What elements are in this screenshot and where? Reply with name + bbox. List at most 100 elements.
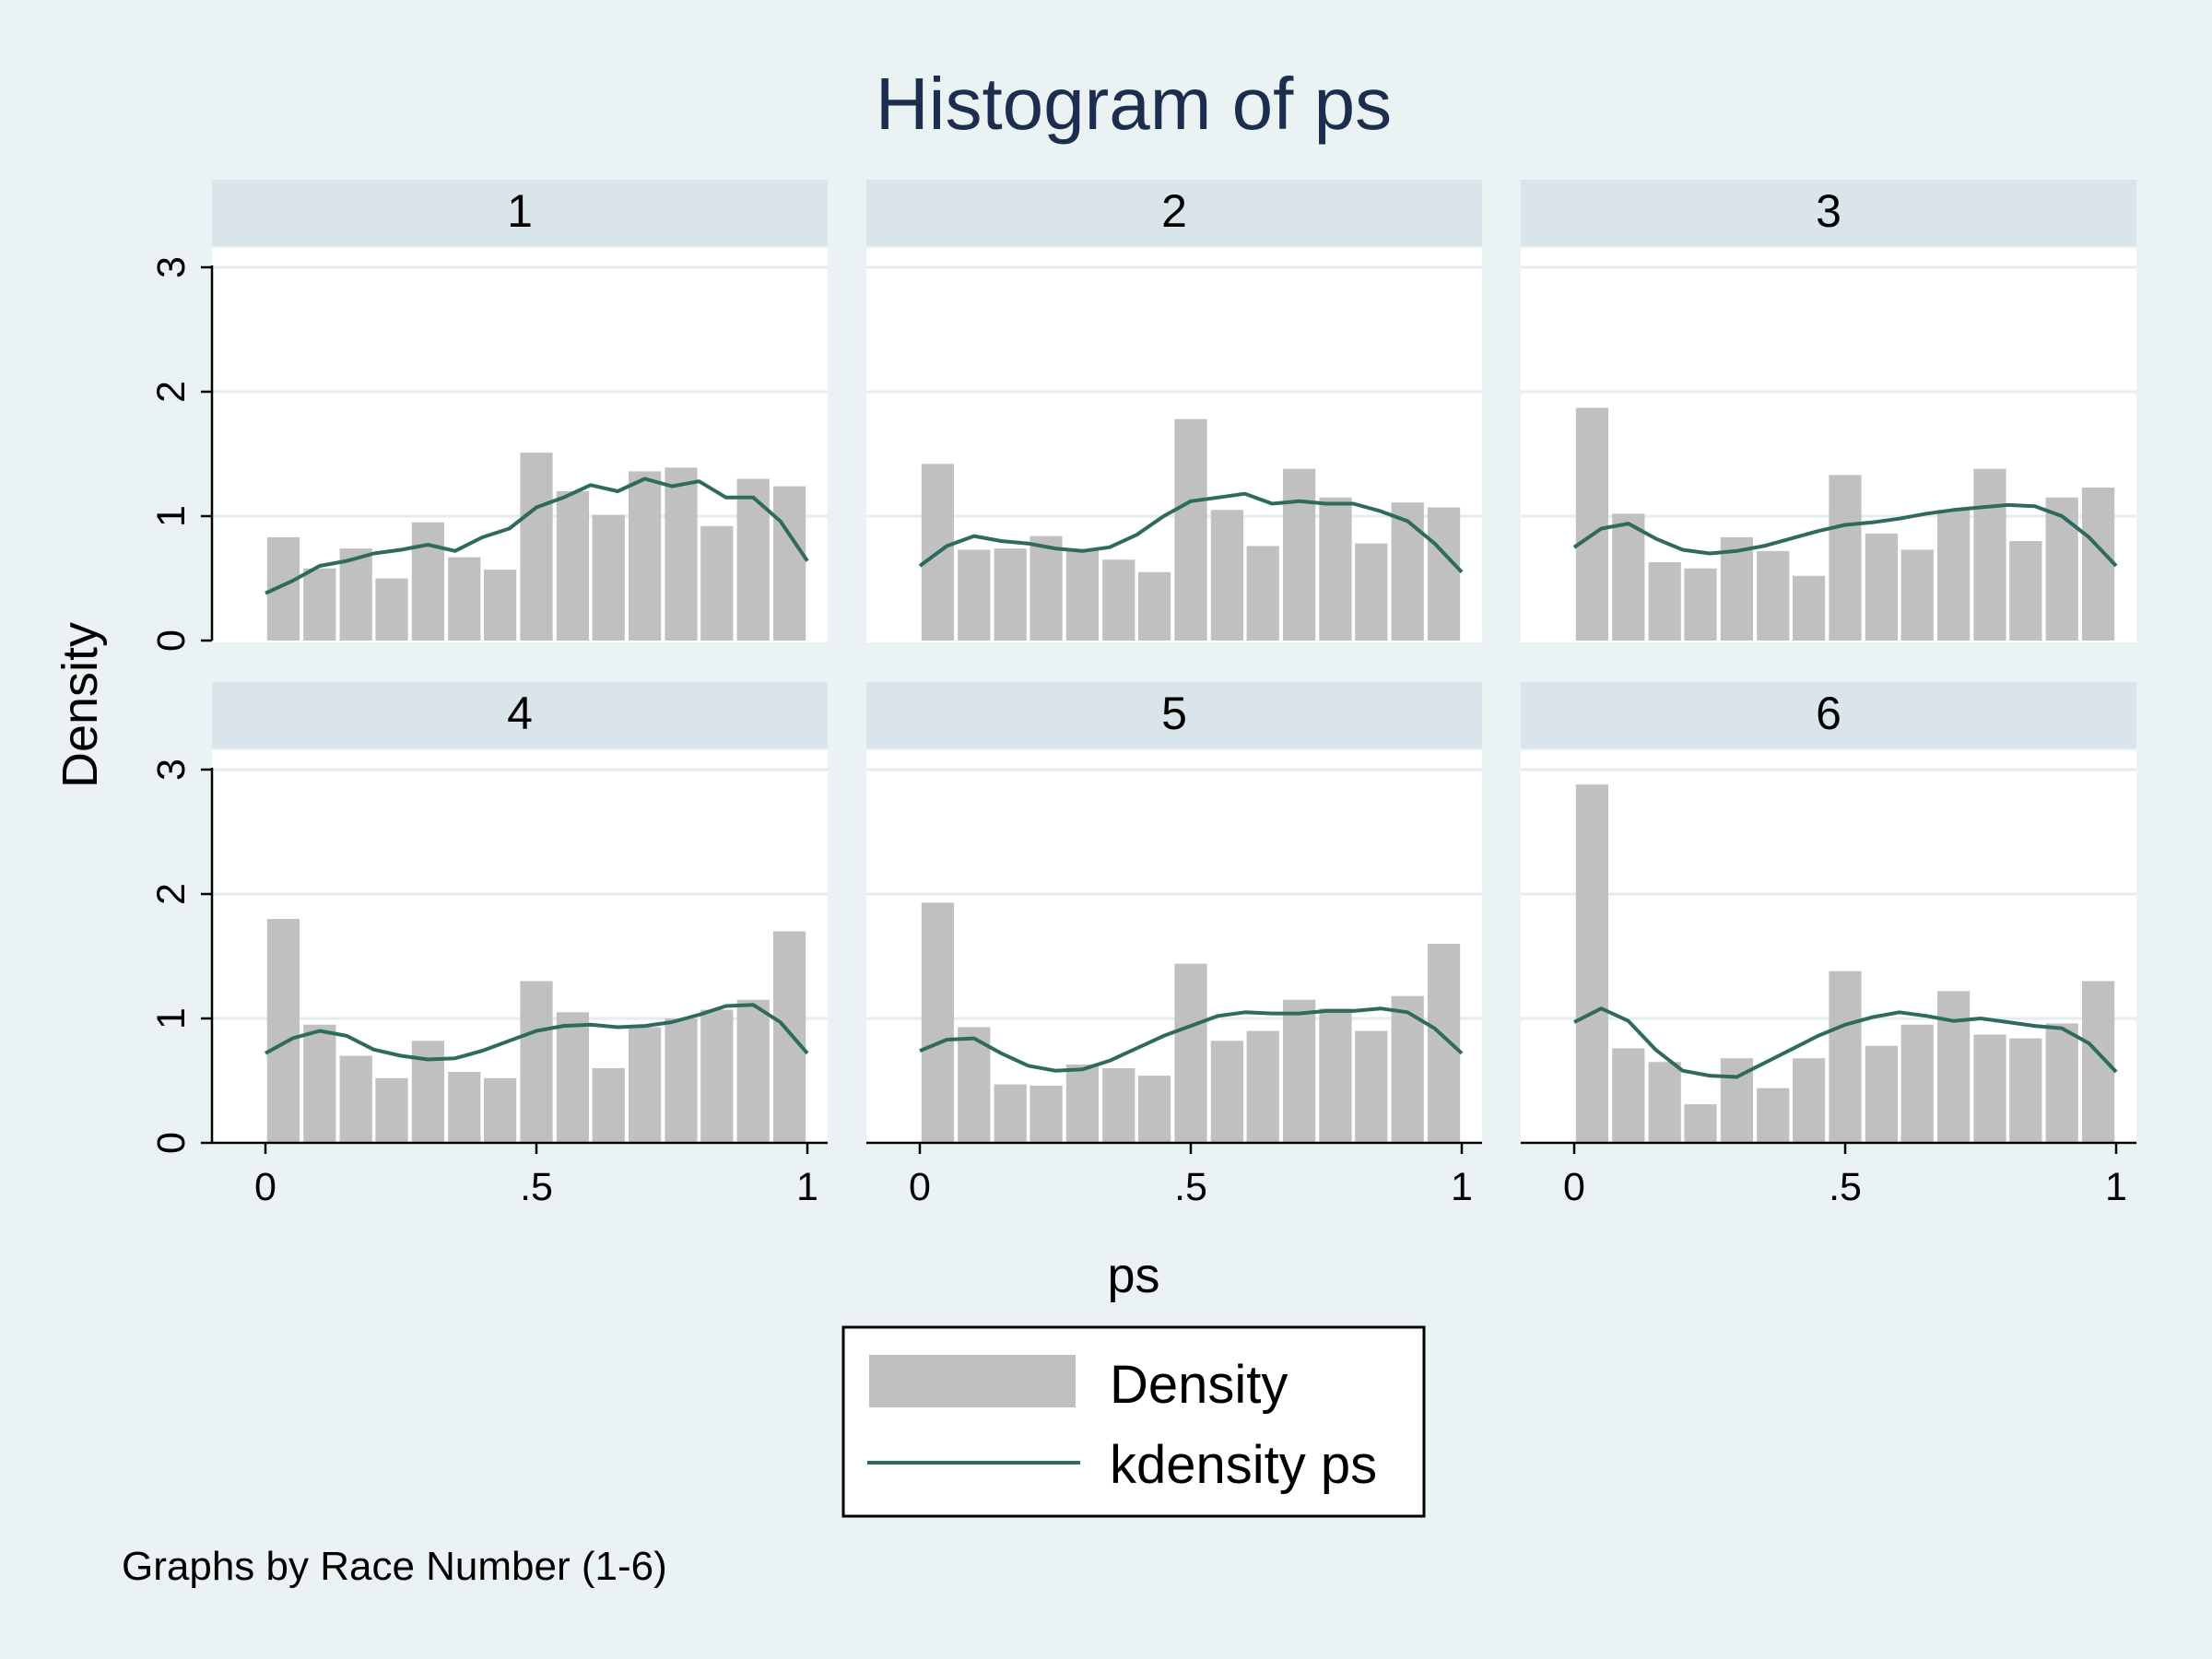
panel-strip: [866, 682, 1482, 748]
histogram-bar: [1102, 1068, 1135, 1143]
panel-strip: [212, 682, 828, 748]
histogram-bar: [2009, 1038, 2042, 1143]
y-tick-label: 3: [149, 256, 194, 278]
panel-4: 4 0 1 2 3 0 .5 1: [149, 682, 828, 1209]
histogram-bar: [1030, 535, 1063, 641]
legend-label-density: Density: [1110, 1355, 1288, 1415]
x-axis-title: ps: [1107, 1248, 1159, 1303]
x-tick-label: .5: [1174, 1165, 1207, 1209]
histogram-bar: [1174, 963, 1207, 1143]
histogram-bar: [1829, 475, 1862, 641]
histogram-bar: [1174, 418, 1207, 641]
histogram-bar: [1246, 1030, 1279, 1143]
legend-swatch-density: [869, 1355, 1076, 1407]
histogram-bar: [1900, 1024, 1934, 1143]
kdensity-line: [1572, 502, 2118, 568]
kdensity-line: [1573, 1006, 2118, 1079]
histogram-bar: [411, 522, 445, 641]
panel-3: 3: [1521, 180, 2136, 642]
histogram-bar: [772, 931, 806, 1143]
panel-1: 1 0 1 2 3: [149, 180, 828, 652]
histogram-bar: [628, 1027, 662, 1143]
histogram-bar: [1792, 575, 1826, 641]
histogram-bar: [1137, 1076, 1171, 1143]
histogram-bar: [303, 1024, 336, 1143]
histogram-bar: [1319, 1008, 1352, 1143]
x-tick-label: 1: [796, 1165, 818, 1209]
histogram-bar: [448, 557, 481, 641]
histogram-bar: [1210, 1041, 1244, 1143]
histogram-bar: [1720, 536, 1754, 641]
panel-strip: [212, 180, 828, 246]
legend-label-kdensity: kdensity ps: [1110, 1435, 1377, 1495]
histogram-bar: [1936, 991, 1971, 1143]
histogram-bar: [665, 467, 698, 641]
kdensity-line: [918, 491, 1464, 574]
panel-label: 4: [507, 688, 533, 739]
histogram-bar: [1648, 1062, 1681, 1143]
y-axis-title: Density: [53, 622, 108, 788]
histogram-bar: [375, 1077, 408, 1143]
histogram-bar: [303, 568, 336, 641]
histogram-bar: [2045, 1023, 2078, 1143]
histogram-bar: [520, 453, 553, 641]
histogram-bar: [375, 578, 408, 641]
histogram-bar: [483, 570, 517, 641]
histogram-bar: [1030, 1085, 1063, 1143]
histogram-bar: [1355, 1030, 1388, 1143]
panel-6: 60.5 1: [1521, 682, 2136, 1209]
histogram-bar: [1575, 784, 1609, 1143]
histogram-bar: [1575, 407, 1609, 641]
histogram-bar: [592, 514, 625, 641]
x-tick-label: 1: [2105, 1165, 2127, 1209]
histogram-bar: [339, 548, 372, 641]
histogram-bar: [1246, 546, 1279, 641]
histogram-bar: [1319, 497, 1352, 641]
y-tick-label: 2: [149, 883, 194, 905]
histogram-bar: [1936, 510, 1971, 641]
histogram-bar: [1391, 502, 1424, 641]
histogram-bar: [1065, 1064, 1100, 1143]
histogram-bar: [556, 491, 590, 641]
histogram-bar: [592, 1068, 625, 1143]
histogram-bar: [772, 486, 806, 641]
y-tick-label: 1: [149, 1007, 194, 1030]
histogram-bar: [665, 1018, 698, 1143]
histogram-bar: [1282, 999, 1316, 1143]
x-tick-label: .5: [520, 1165, 553, 1209]
histogram-bar: [736, 478, 770, 641]
by-note: Graphs by Race Number (1-6): [122, 1544, 667, 1589]
histogram-bar: [1427, 507, 1461, 641]
panel-label: 3: [1816, 185, 1841, 237]
histogram-bar: [1792, 1058, 1826, 1143]
histogram-bar: [958, 1027, 991, 1143]
histogram-bar: [1973, 468, 2006, 641]
x-tick-label: .5: [1829, 1165, 1862, 1209]
panel-label: 2: [1161, 185, 1187, 237]
histogram-bar: [628, 471, 662, 641]
kdensity-line: [265, 477, 809, 595]
histogram-bar: [700, 1009, 734, 1143]
histogram-bar: [1355, 543, 1388, 641]
histogram-bar: [1865, 533, 1899, 641]
histogram-bar: [958, 549, 991, 641]
x-tick-label: 0: [254, 1165, 276, 1209]
histogram-bar: [2009, 541, 2042, 641]
histogram-bar: [1427, 944, 1461, 1143]
panel-label: 1: [507, 185, 533, 237]
panel-strip: [1521, 682, 2136, 748]
y-tick-label: 0: [149, 629, 194, 652]
panel-strip: [1521, 180, 2136, 246]
histogram-bar: [339, 1055, 372, 1143]
histogram-bar: [921, 902, 955, 1143]
histogram-bar: [994, 548, 1027, 641]
histogram-bar: [1137, 571, 1171, 641]
histogram-bar: [736, 999, 770, 1143]
panel-2: 2: [866, 180, 1482, 642]
histogram-bar: [1900, 549, 1934, 641]
panel-strip: [866, 180, 1482, 246]
y-tick-label: 1: [149, 505, 194, 527]
histogram-bar: [1648, 561, 1681, 641]
